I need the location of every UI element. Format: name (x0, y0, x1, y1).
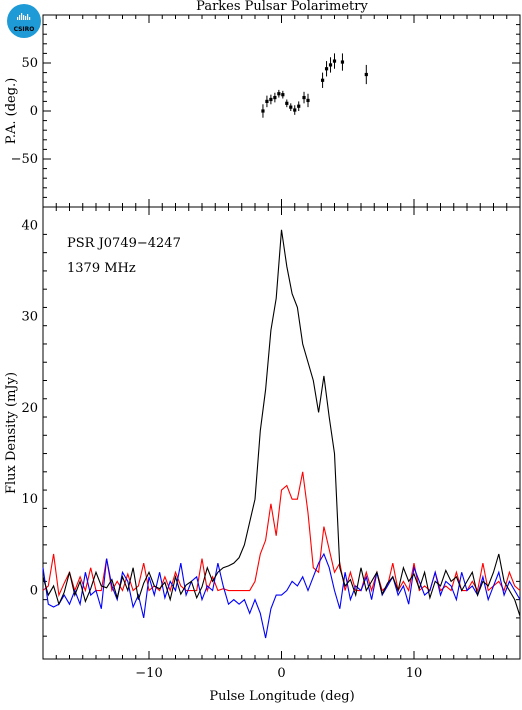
pa-ylabel: P.A. (deg.) (4, 78, 19, 145)
pa-point (340, 60, 345, 64)
flux-ytick-labels: 0 10 20 30 40 (21, 218, 38, 598)
pa-point (269, 97, 273, 102)
csiro-logo-bar (25, 16, 27, 20)
xtick-label: 10 (406, 666, 423, 681)
pa-point (328, 63, 333, 67)
pa-ytick-labels: −50 0 50 (11, 56, 38, 167)
flux-ytick-label: 20 (21, 401, 38, 416)
flux-series-line (42, 552, 521, 639)
flux-ytick-label: 40 (21, 218, 38, 233)
pa-point (320, 78, 325, 82)
pa-point (302, 95, 306, 100)
x-axis-label: Pulse Longitude (deg) (209, 689, 354, 704)
flux-ytick-label: 30 (21, 310, 38, 325)
pa-point (273, 95, 277, 100)
csiro-logo-bar (27, 14, 29, 20)
csiro-logo-text: CSIRO (14, 26, 35, 33)
pa-point (324, 67, 329, 71)
csiro-logo-bar (17, 17, 19, 20)
xtick-label: 0 (277, 666, 285, 681)
pa-point (261, 109, 265, 113)
pa-ytick-label: −50 (11, 152, 38, 167)
chart-title: Parkes Pulsar Polarimetry (196, 0, 368, 14)
pa-point (293, 108, 297, 112)
flux-ytick-label: 10 (21, 492, 38, 507)
pa-ytick-label: 0 (30, 104, 38, 119)
flux-ylabel: Flux Density (mJy) (4, 372, 19, 494)
csiro-logo-bar (29, 17, 31, 20)
csiro-logo-bar (19, 15, 21, 20)
axis-ticks (43, 15, 520, 659)
flux-series-line (42, 471, 521, 598)
flux-ytick-label: 0 (30, 584, 38, 599)
pa-points (261, 53, 368, 118)
pulsar-name-annotation: PSR J0749−4247 (67, 236, 181, 251)
pa-point (277, 92, 281, 96)
pa-panel-frame (42, 14, 521, 208)
pa-point (306, 98, 310, 103)
pa-point (297, 104, 301, 108)
xtick-label: −10 (135, 666, 162, 681)
xtick-labels: −10 0 10 (135, 666, 422, 681)
csiro-logo-circle (7, 4, 41, 38)
csiro-logo-bar (23, 15, 25, 20)
pa-point (285, 101, 289, 105)
csiro-logo: CSIRO (7, 4, 41, 38)
csiro-logo-bar (21, 13, 23, 20)
pa-ytick-label: 50 (21, 56, 38, 71)
flux-series-line (42, 229, 521, 617)
pa-point (281, 93, 285, 97)
pa-point (332, 59, 337, 63)
frequency-annotation: 1379 MHz (67, 261, 136, 276)
pa-point (289, 105, 293, 109)
flux-series-lines (42, 229, 521, 639)
csiro-logo-bars (17, 13, 31, 20)
pa-point (364, 72, 368, 77)
pa-point (265, 99, 269, 103)
